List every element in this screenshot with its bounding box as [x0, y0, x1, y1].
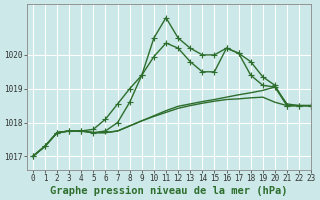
- X-axis label: Graphe pression niveau de la mer (hPa): Graphe pression niveau de la mer (hPa): [50, 186, 288, 196]
